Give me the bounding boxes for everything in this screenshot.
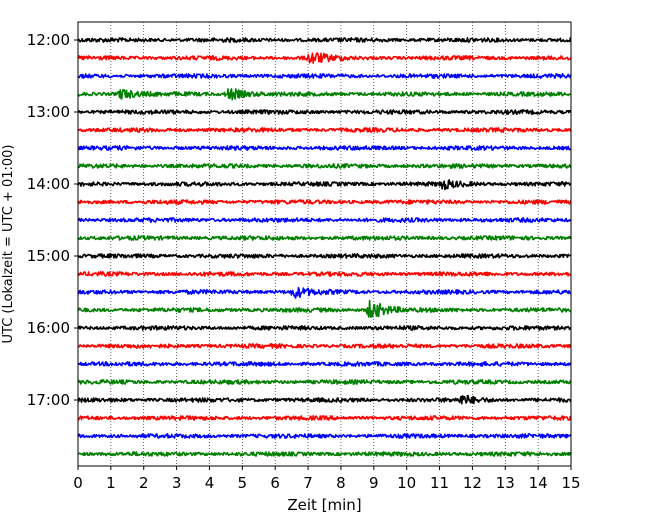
trace-line <box>77 235 572 241</box>
x-tick-label: 2 <box>139 474 149 492</box>
trace-line <box>77 415 572 421</box>
x-tick-label: 4 <box>205 474 215 492</box>
x-axis-label: Zeit [min] <box>287 496 361 514</box>
x-tick-label: 5 <box>238 474 248 492</box>
x-tick-label: 0 <box>73 474 83 492</box>
trace-line <box>77 433 572 439</box>
x-tick-label: 6 <box>270 474 280 492</box>
trace-group <box>77 37 572 457</box>
trace-line <box>77 73 572 79</box>
y-tick-label: 13:00 <box>27 103 70 121</box>
trace-line <box>77 299 572 318</box>
x-tick-label: 13 <box>496 474 515 492</box>
trace-line <box>77 199 572 205</box>
trace-line <box>77 217 572 223</box>
x-tick-label: 11 <box>430 474 449 492</box>
trace-line <box>77 394 572 405</box>
trace-line <box>77 88 572 101</box>
x-tick-label: 10 <box>397 474 416 492</box>
plot-frame <box>77 21 572 467</box>
y-tick-label: 16:00 <box>27 319 70 337</box>
trace-line <box>77 253 572 259</box>
trace-line <box>77 343 572 349</box>
x-tick-label: 12 <box>463 474 482 492</box>
x-tick-label: 7 <box>303 474 313 492</box>
x-tick-label: 9 <box>369 474 379 492</box>
x-tick-label: 14 <box>529 474 548 492</box>
y-axis-ticks: 12:00 13:00 14:00 15:00 16:00 17:00 <box>27 31 78 409</box>
trace-line <box>77 52 572 64</box>
y-tick-label: 12:00 <box>27 31 70 49</box>
y-tick-label: 17:00 <box>27 391 70 409</box>
trace-line <box>77 286 572 299</box>
trace-line <box>77 37 572 43</box>
x-tick-label: 8 <box>336 474 346 492</box>
trace-line <box>77 145 572 151</box>
trace-line <box>77 379 572 385</box>
trace-line <box>77 271 572 277</box>
x-tick-label: 1 <box>106 474 116 492</box>
x-tick-label: 3 <box>172 474 182 492</box>
trace-line <box>77 127 572 133</box>
trace-line <box>77 451 572 457</box>
trace-line <box>77 361 572 367</box>
y-tick-label: 15:00 <box>27 247 70 265</box>
trace-line <box>77 163 572 169</box>
x-axis-ticks: 0 1 2 3 4 5 6 7 8 9 10 11 12 13 14 15 <box>73 466 581 492</box>
y-tick-label: 14:00 <box>27 175 70 193</box>
trace-line <box>77 179 572 191</box>
y-axis-label: UTC (Lokalzeit = UTC + 01:00) <box>1 145 16 344</box>
x-tick-label: 15 <box>561 474 580 492</box>
x-grid <box>110 22 539 466</box>
trace-line <box>77 109 572 115</box>
trace-line <box>77 325 572 331</box>
